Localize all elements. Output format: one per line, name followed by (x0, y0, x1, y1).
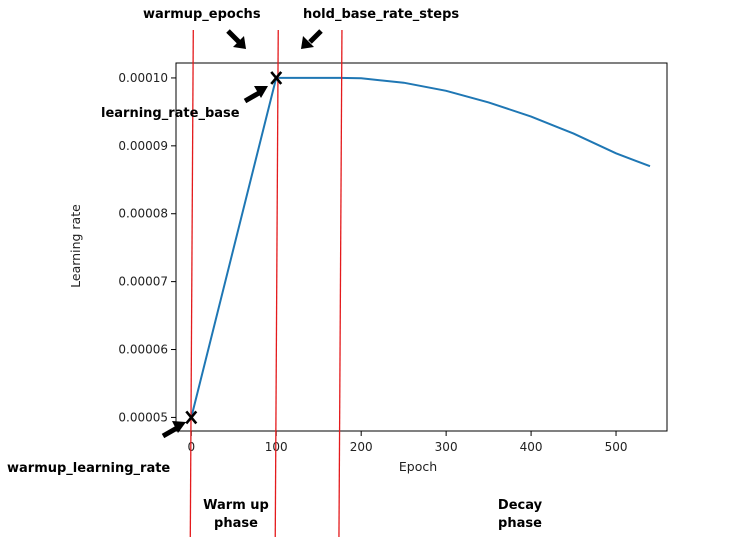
x-marker (185, 410, 198, 425)
annotation-warmup-learning-rate: warmup_learning_rate (7, 461, 170, 476)
data-markers (185, 71, 283, 425)
phase-label-decay-line2: phase (498, 516, 542, 531)
y-tick-label: 0.00007 (118, 275, 168, 289)
arrow-icon-learning-rate-base (243, 86, 268, 104)
phase-boundary-line (274, 29, 279, 538)
y-tick-label: 0.00008 (118, 207, 168, 221)
y-tick-label: 0.00005 (118, 410, 168, 424)
arrow-icon-warmup-learning-rate (161, 421, 186, 439)
y-axis-ticks: 0.00005 0.00006 0.00007 0.00008 0.00009 0.000… (118, 71, 176, 424)
x-tick-label: 500 (605, 440, 628, 454)
phase-label-warmup-line1: Warm up (203, 498, 269, 513)
x-axis-ticks: 0100200300400500 (187, 431, 627, 454)
arrow-icon-hold-base-rate-steps (301, 29, 323, 49)
x-axis-label: Epoch (399, 459, 437, 474)
y-tick-label: 0.00009 (118, 139, 168, 153)
y-tick-label: 0.00010 (118, 71, 168, 85)
series-line-learning-rate (190, 76, 651, 418)
phase-boundary-lines (189, 29, 343, 538)
phase-label-warmup-line2: phase (214, 516, 258, 531)
x-tick-label: 200 (350, 440, 373, 454)
x-tick-label: 300 (435, 440, 458, 454)
x-tick-label: 400 (520, 440, 543, 454)
y-tick-label: 0.00006 (118, 343, 168, 357)
arrow-icon-warmup-epochs (226, 29, 246, 49)
phase-boundary-line (338, 29, 343, 538)
phase-boundary-line (189, 29, 194, 538)
plot-frame (175, 62, 668, 432)
annotation-hold-base-rate-steps: hold_base_rate_steps (303, 7, 459, 22)
x-marker (270, 71, 283, 85)
y-axis-label: Learning rate (68, 204, 83, 288)
annotation-warmup-epochs: warmup_epochs (143, 7, 261, 22)
annotation-learning-rate-base: learning_rate_base (101, 106, 240, 121)
phase-label-decay-line1: Decay (498, 498, 543, 513)
